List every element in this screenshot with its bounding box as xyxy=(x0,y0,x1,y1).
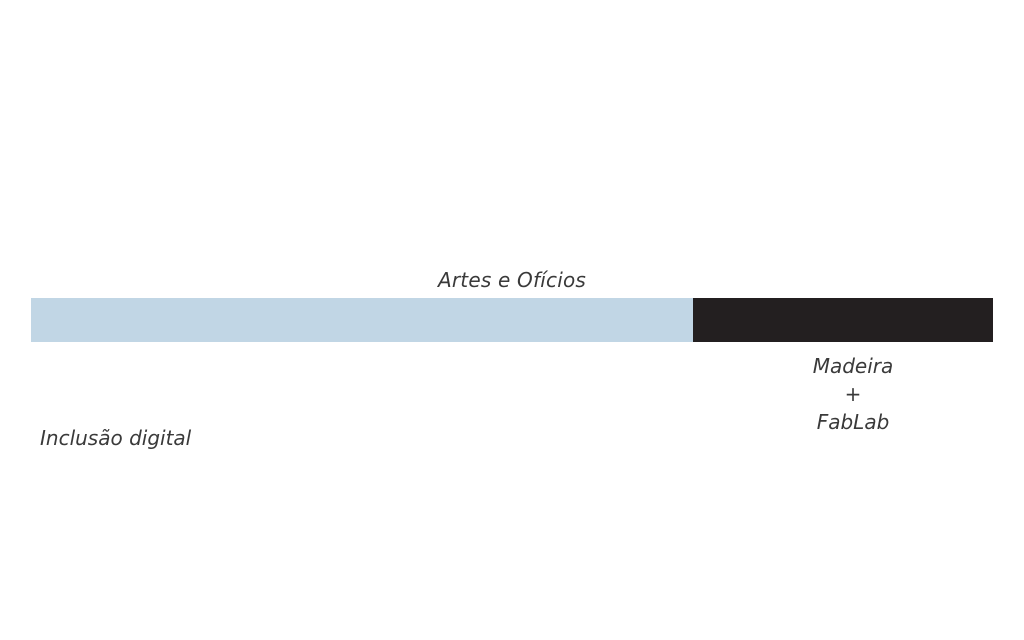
left-label: Inclusão digital xyxy=(40,426,192,450)
right-label-line-1: Madeira xyxy=(812,354,894,378)
top-label: Artes e Ofícios xyxy=(437,268,587,292)
right-label: Madeira + FabLab xyxy=(793,352,913,436)
right-label-line-3: FabLab xyxy=(816,410,890,434)
light-blue-segment xyxy=(31,298,693,342)
timeline-bar xyxy=(31,298,993,342)
black-segment xyxy=(693,298,993,342)
right-label-line-2: + xyxy=(844,382,862,406)
